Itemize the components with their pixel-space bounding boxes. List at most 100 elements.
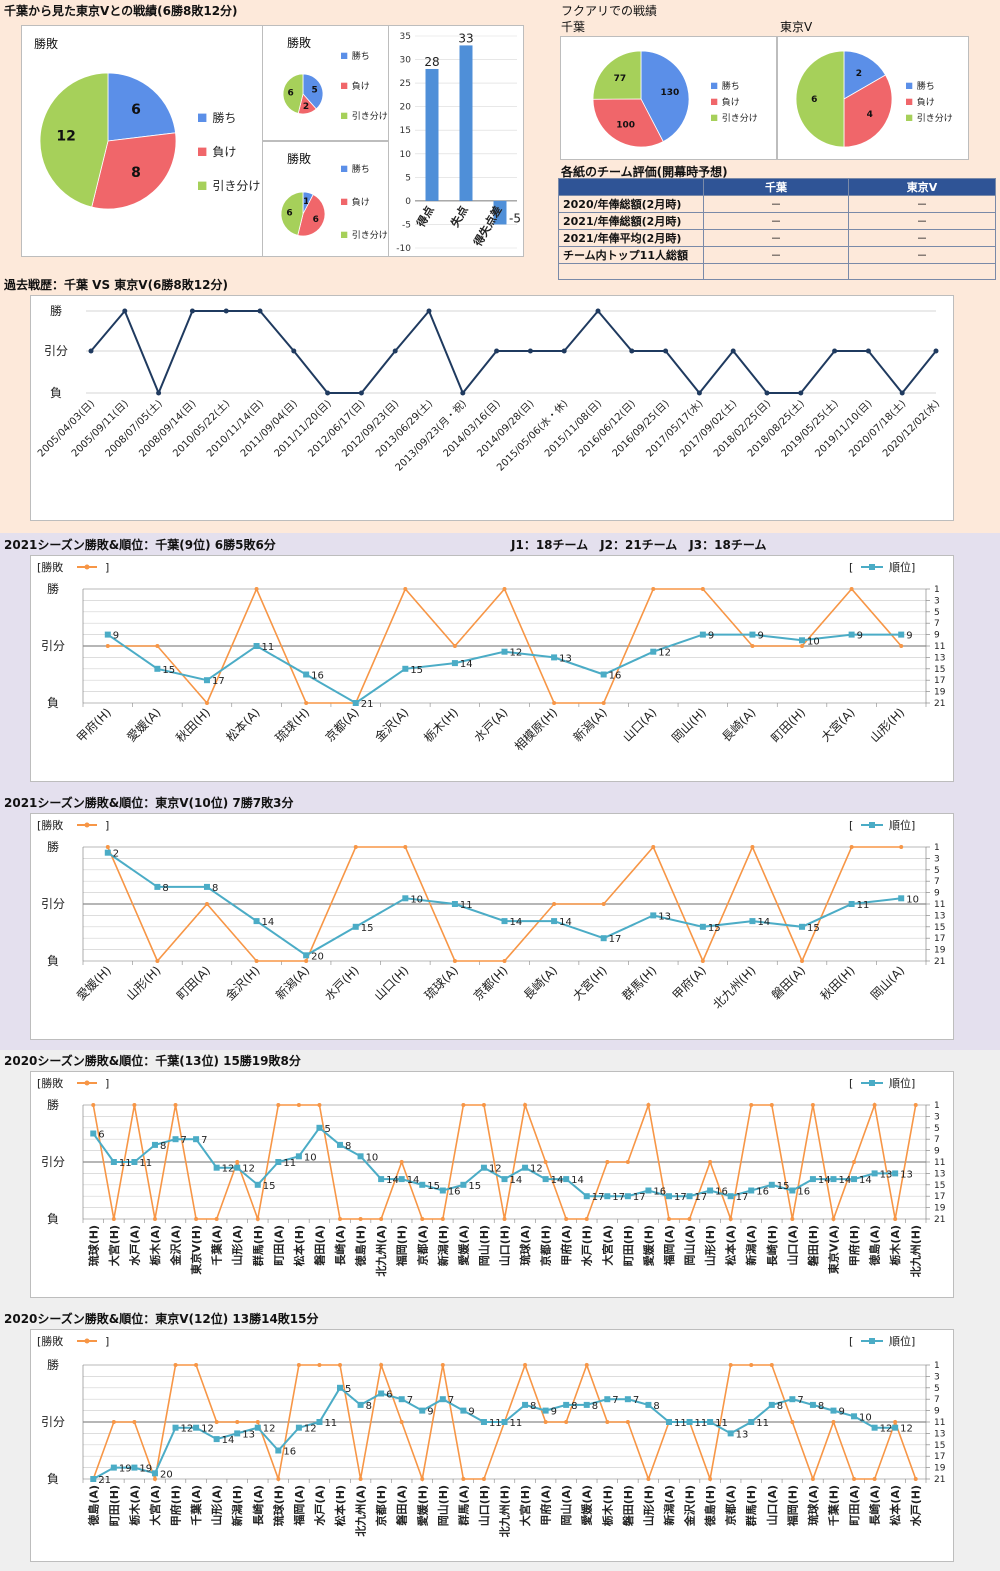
result-point — [132, 1420, 137, 1424]
opponent-label: 福岡(A) — [292, 1485, 306, 1527]
history-point — [798, 390, 804, 396]
opponent-label: 東京V(H) — [189, 1225, 203, 1275]
rank-point — [898, 895, 905, 902]
result-point — [852, 1160, 857, 1164]
rank-tick-label: 13 — [934, 1429, 945, 1439]
table-row: 2021/年俸総額(2月時) －－ — [558, 212, 996, 230]
history-point — [933, 348, 939, 354]
bar-category-label: 得失点差 — [470, 203, 505, 249]
rank-point — [193, 1424, 200, 1431]
opponent-label: 徳島(A) — [86, 1485, 100, 1527]
opponent-label: 山口(H) — [498, 1225, 512, 1266]
y-axis-label: 勝 — [47, 1097, 59, 1112]
legend-swatch — [198, 113, 207, 122]
rank-point — [378, 1390, 385, 1397]
rank-point — [768, 1181, 775, 1188]
rank-point — [501, 648, 508, 655]
opponent-label: 愛媛(A) — [580, 1485, 594, 1526]
eval-empty-cell — [558, 263, 704, 280]
rank-data-label: 11 — [756, 1418, 769, 1429]
result-point — [235, 1420, 240, 1424]
rank-data-label: 7 — [797, 1395, 803, 1406]
rank-data-label: 11 — [857, 900, 870, 911]
result-point — [317, 1103, 322, 1107]
rank-point — [522, 1401, 529, 1408]
rank-data-label: 13 — [559, 653, 572, 664]
season-chart-1: [勝敗][順位]13579111315171921勝引分負91517111621… — [37, 560, 946, 754]
rank-tick-label: 21 — [934, 699, 945, 709]
opponent-label: 相模原(H) — [512, 705, 560, 753]
pie-slice — [592, 50, 642, 100]
result-point — [379, 1217, 384, 1221]
result-point — [552, 902, 557, 906]
pie-data-label: 100 — [616, 120, 635, 130]
result-point — [358, 1217, 363, 1221]
opponent-label: 千葉(H) — [826, 1485, 840, 1526]
result-point — [105, 644, 110, 648]
opponent-label: 北九州(H) — [909, 1225, 923, 1277]
rank-point — [460, 1407, 467, 1414]
result-point — [899, 845, 904, 849]
opponent-label: 福岡(H) — [395, 1225, 409, 1267]
rank-data-label: 15 — [468, 1181, 481, 1192]
pie-data-label: 6 — [313, 215, 319, 225]
result-point — [461, 1103, 466, 1107]
rank-data-label: 19 — [119, 1464, 132, 1475]
rank-point — [563, 1401, 570, 1408]
opponent-label: 岡山(A) — [868, 963, 907, 1002]
result-point — [399, 1160, 404, 1164]
rank-tick-label: 13 — [934, 653, 945, 663]
top-title: 千葉から見た東京Vとの戦績(6勝8敗12分) — [4, 4, 238, 18]
rank-data-label: 7 — [633, 1395, 639, 1406]
pie-data-label: 4 — [867, 110, 873, 120]
legend-bracket: ] — [105, 1077, 109, 1090]
pie-slice — [297, 193, 326, 237]
season-title-2: 2021シーズン勝敗&順位：東京V(10位) 7勝7敗3分 — [4, 796, 294, 810]
rank-point — [316, 1124, 323, 1131]
legend-label: 勝ち — [212, 110, 236, 125]
rank-point — [600, 935, 607, 942]
opponent-label: 町田(H) — [108, 1485, 121, 1526]
opponent-label: 栃木(H) — [600, 1485, 614, 1526]
rank-data-label: 8 — [162, 883, 168, 894]
rank-point — [131, 1159, 138, 1165]
result-point — [420, 1217, 425, 1221]
legend-swatch — [906, 114, 913, 121]
opponent-label: 磐田(H) — [621, 1485, 635, 1526]
rank-data-label: 8 — [592, 1401, 598, 1412]
result-point — [276, 1477, 281, 1481]
rank-data-label: 21 — [98, 1475, 111, 1486]
rank-data-label: 9 — [906, 631, 912, 642]
opponent-label: 山口(H) — [372, 963, 412, 1003]
eval-header-chiba: 千葉 — [703, 178, 849, 196]
rank-data-label: 12 — [222, 1164, 235, 1175]
opponent-label: 北九州(A) — [354, 1485, 368, 1537]
rank-data-label: 12 — [530, 1164, 543, 1175]
pie-data-label: 2 — [856, 69, 862, 79]
rank-tick-label: 17 — [934, 1192, 945, 1202]
date-label: 2019/05/25(土) — [778, 397, 841, 460]
opponent-label: 大宮(A) — [148, 1485, 162, 1526]
result-point — [403, 845, 408, 849]
league-note: J1：18チーム J2：21チーム J3：18チーム — [511, 538, 767, 552]
result-point — [700, 587, 705, 591]
rank-point — [480, 1164, 487, 1171]
rank-data-label: 11 — [119, 1158, 132, 1169]
rank-point — [748, 1187, 755, 1194]
pie-slice — [843, 50, 887, 100]
y-tick-label: 5 — [405, 173, 411, 183]
eval-cell: － — [703, 212, 849, 230]
eval-cell: － — [848, 229, 996, 247]
rank-point — [275, 1159, 282, 1165]
result-point — [749, 1363, 754, 1367]
bar-panel: 35 30 25 20 15 10 5 0 -5 -10 28 得点 33 失点 -5 得失点差 — [388, 25, 524, 257]
rank-point — [480, 1419, 487, 1425]
bar-category-label: 得点 — [413, 203, 437, 230]
eval-row-label: 2021/年俸総額(2月時) — [558, 212, 704, 230]
table-row: 2021/年俸平均(2月時) －－ — [558, 229, 996, 247]
legend-bracket: ] — [105, 561, 109, 574]
opponent-label: 秋田(H) — [818, 963, 858, 1003]
legend-swatch — [341, 231, 348, 238]
rank-point — [542, 1407, 549, 1414]
opponent-label: 町田(A) — [272, 1225, 285, 1266]
